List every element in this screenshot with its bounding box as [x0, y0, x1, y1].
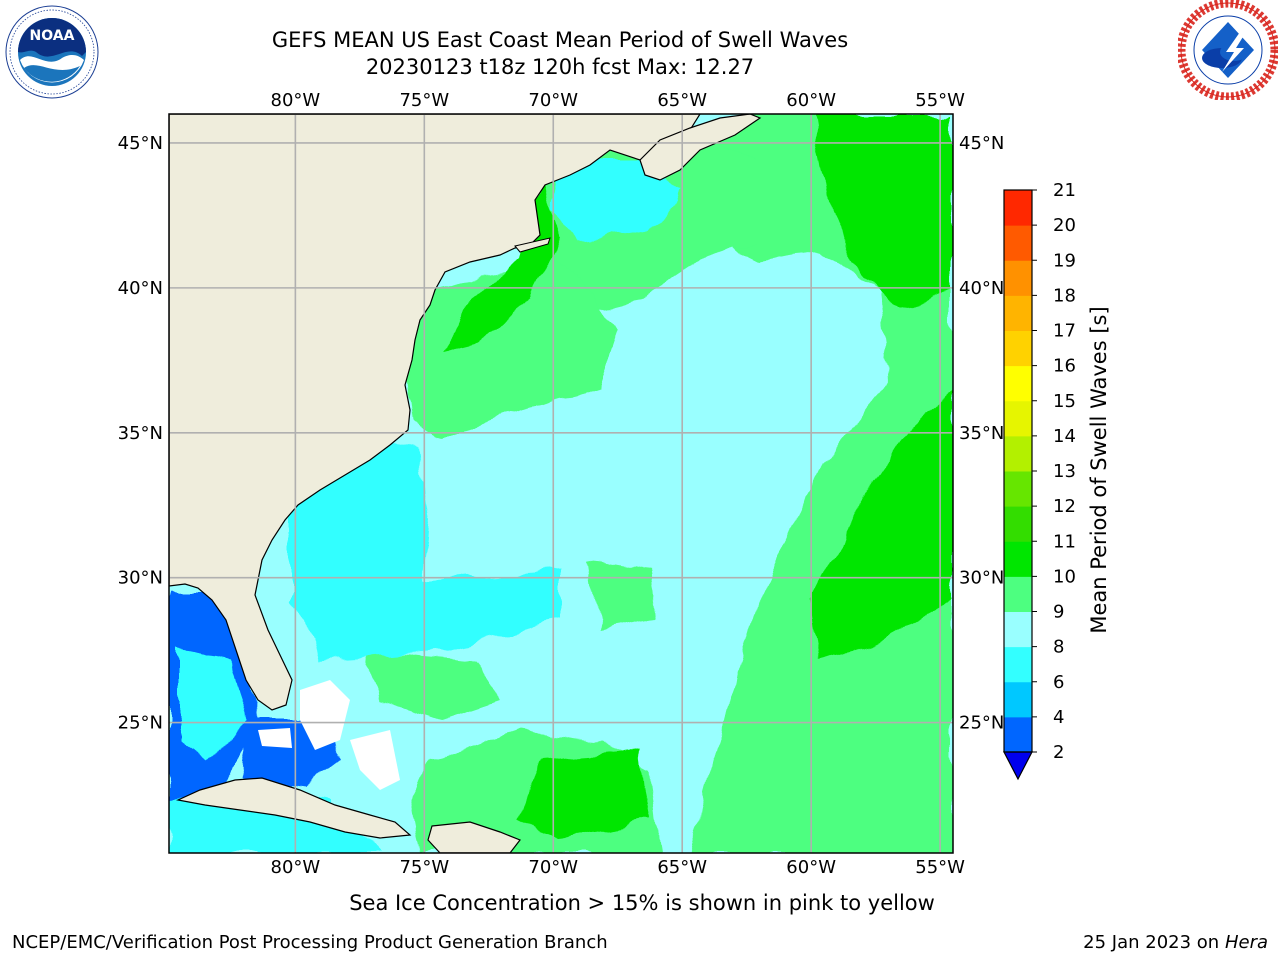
lon-tick-label-bottom: 65°W	[657, 857, 707, 878]
lon-tick-label-bottom: 60°W	[786, 857, 836, 878]
lat-tick-label-left: 25°N	[118, 713, 163, 734]
colorbar-tick-label: 15	[1053, 391, 1076, 412]
colorbar-tick-label: 2	[1053, 742, 1064, 763]
lon-tick-label-bottom: 80°W	[271, 857, 321, 878]
colorbar-swatch-17	[1004, 295, 1032, 331]
footer-date-text: 25 Jan 2023 on	[1083, 932, 1220, 953]
colorbar-swatch-11	[1004, 506, 1032, 542]
colorbar-swatch-13	[1004, 435, 1032, 472]
colorbar-tick-label: 16	[1053, 356, 1076, 377]
colorbar-swatch-2	[1004, 716, 1032, 753]
colorbar-tick-label: 11	[1053, 531, 1076, 552]
swell-zone-10-11-southeast	[810, 390, 953, 660]
map-subtitle: 20230123 t18z 120h fcst Max: 12.27	[365, 55, 755, 79]
land-nova-scotia	[639, 114, 762, 181]
lon-tick-label-top: 75°W	[399, 90, 449, 111]
noaa-logo-text: NOAA	[30, 28, 75, 44]
land-hispaniola	[427, 821, 521, 853]
lon-tick-label-top: 65°W	[657, 90, 707, 111]
colorbar-swatch-14	[1004, 400, 1032, 437]
footer-host: Hera	[1224, 932, 1268, 953]
missing-data-keys	[258, 728, 292, 748]
land-long-island	[514, 237, 551, 253]
colorbar-extend-arrow	[1003, 751, 1033, 781]
lat-tick-label-right: 35°N	[959, 423, 1004, 444]
swell-period-field	[169, 114, 953, 853]
colorbar-tick-label: 8	[1053, 637, 1064, 658]
missing-data-bahamas-east	[350, 730, 400, 790]
swell-zone-6-8-florida-offshore	[300, 570, 560, 660]
colorbar-tick-label: 21	[1053, 180, 1076, 201]
plot-frame	[168, 113, 954, 854]
lat-tick-label-left: 30°N	[118, 568, 163, 589]
noaa-logo-icon: NOAA	[5, 5, 99, 99]
swell-zone-6-8-gulf	[180, 650, 250, 760]
colorbar-swatch-6	[1004, 646, 1032, 683]
swell-zone-9-10-east	[640, 114, 953, 853]
nws-logo-icon	[1178, 0, 1278, 100]
colorbar-tick-label: 10	[1053, 566, 1076, 587]
colorbar-swatch-18	[1004, 260, 1032, 296]
colorbar-swatch-20	[1004, 190, 1032, 226]
colorbar-swatch-12	[1004, 471, 1032, 507]
lon-tick-label-bottom: 55°W	[915, 857, 965, 878]
swell-zone-6-8-gulf-of-maine	[550, 160, 680, 240]
lon-tick-label-top: 60°W	[786, 90, 836, 111]
colorbar-label: Mean Period of Swell Waves [s]	[1087, 306, 1111, 633]
colorbar-tick-label: 18	[1053, 285, 1076, 306]
map-title: GEFS MEAN US East Coast Mean Period of S…	[271, 28, 849, 52]
land-cuba	[176, 777, 412, 839]
lon-tick-label-top: 70°W	[528, 90, 578, 111]
footer-date: 25 Jan 2023 on Hera	[1083, 932, 1268, 953]
colorbar-tick-label: 6	[1053, 672, 1064, 693]
colorbar-tick-label: 13	[1053, 461, 1076, 482]
colorbar-swatch-16	[1004, 330, 1032, 367]
colorbar: 2 4 6 8 9 10 11 12 13 14 15 16 17 18 19 20 21	[1003, 180, 1076, 781]
colorbar-tick-label: 19	[1053, 250, 1076, 271]
colorbar-swatch-9	[1004, 576, 1032, 612]
swell-zone-9-10-central	[590, 560, 660, 630]
lat-tick-label-left: 45°N	[118, 133, 163, 154]
lat-tick-label-right: 25°N	[959, 713, 1004, 734]
axis-tick-labels: 80°W 80°W 75°W 75°W 70°W 70°W 65°W 65°W 60°W 60°W…	[118, 90, 1005, 878]
lat-tick-label-right: 40°N	[959, 278, 1004, 299]
colorbar-swatch-15	[1004, 365, 1032, 402]
lat-tick-label-right: 45°N	[959, 133, 1004, 154]
colorbar-swatch-19	[1004, 225, 1032, 261]
swell-zone-10-11-northeast	[810, 114, 953, 310]
colorbar-swatch-10	[1004, 541, 1032, 577]
swell-zone-9-10-hatteras	[400, 260, 620, 440]
colorbar-tick-label: 9	[1053, 602, 1064, 623]
swell-zone-9-10-bahamas	[360, 650, 500, 720]
colorbar-tick-label: 12	[1053, 496, 1076, 517]
colorbar-tick-label: 17	[1053, 321, 1076, 342]
graticule	[169, 114, 953, 853]
colorbar-tick-label: 4	[1053, 707, 1064, 728]
colorbar-tick-label: 20	[1053, 215, 1076, 236]
missing-data-bahamas-west	[300, 680, 350, 750]
lat-tick-label-right: 30°N	[959, 568, 1004, 589]
colorbar-tick-label: 14	[1053, 426, 1076, 447]
sea-ice-note: Sea Ice Concentration > 15% is shown in …	[349, 891, 935, 915]
lon-tick-label-top: 55°W	[915, 90, 965, 111]
colorbar-swatch-8	[1004, 611, 1032, 648]
land-north-america	[169, 114, 701, 711]
lat-tick-label-left: 35°N	[118, 423, 163, 444]
footer-credit: NCEP/EMC/Verification Post Processing Pr…	[12, 932, 608, 953]
lon-tick-label-bottom: 70°W	[528, 857, 578, 878]
lon-tick-label-bottom: 75°W	[399, 857, 449, 878]
colorbar-swatch-4	[1004, 681, 1032, 718]
lat-tick-label-left: 40°N	[118, 278, 163, 299]
lon-tick-label-top: 80°W	[271, 90, 321, 111]
